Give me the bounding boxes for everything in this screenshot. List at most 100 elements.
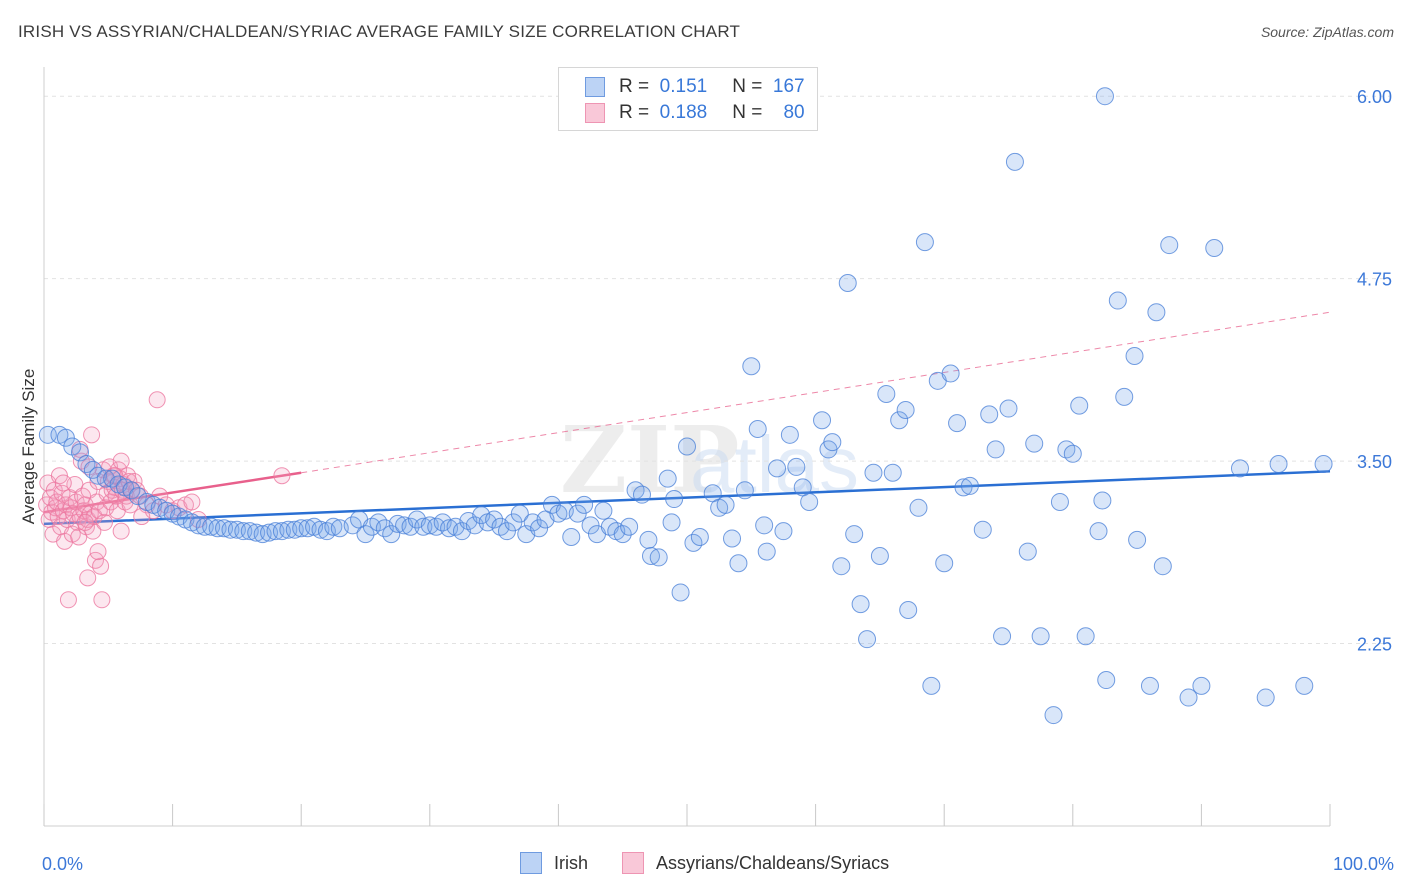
irish-point-147 xyxy=(1018,542,1037,561)
irish-point-90 xyxy=(632,485,651,504)
irish-point-109 xyxy=(755,516,774,535)
irish-point-108 xyxy=(748,419,767,438)
irish-point-113 xyxy=(780,425,799,444)
n-label: N = xyxy=(732,76,763,97)
assyrian-point-43 xyxy=(93,591,111,609)
irish-point-26 xyxy=(215,519,234,538)
irish-point-112 xyxy=(774,522,793,541)
assyrian-point-83 xyxy=(89,543,107,561)
irish-point-139 xyxy=(954,478,973,497)
irish-point-163 xyxy=(1140,676,1159,695)
irish-point-54 xyxy=(401,517,420,536)
irish-point-136 xyxy=(935,554,954,573)
y-tick-label-0: 2.25 xyxy=(1357,635,1392,655)
irish-point-165 xyxy=(1153,557,1172,576)
irish-point-96 xyxy=(665,490,684,509)
irish-point-159 xyxy=(1108,291,1127,310)
assyrian-point-58 xyxy=(112,522,130,540)
r-label: R = xyxy=(619,76,650,97)
irish-point-37 xyxy=(285,520,304,539)
r-value: 0.188 xyxy=(659,102,708,123)
irish-point-23 xyxy=(195,517,214,536)
irish-point-155 xyxy=(1076,627,1095,646)
irish-point-35 xyxy=(272,522,291,541)
irish-point-128 xyxy=(883,463,902,482)
assyrian-trend-line xyxy=(43,471,302,514)
irish-point-151 xyxy=(1050,492,1069,511)
irish-point-150 xyxy=(1044,706,1063,725)
irish-point-111 xyxy=(768,459,787,478)
stats-legend: R = 0.151 N = 167 R = 0.188 N = 80 xyxy=(558,67,818,131)
irish-point-56 xyxy=(414,517,433,536)
irish-point-141 xyxy=(973,520,992,539)
irish-point-106 xyxy=(735,481,754,500)
irish-point-39 xyxy=(298,519,317,538)
irish-point-158 xyxy=(1097,671,1116,690)
irish-point-145 xyxy=(999,399,1018,418)
irish-point-167 xyxy=(1179,688,1198,707)
y-axis-label: Average Family Size xyxy=(19,369,38,525)
irish-point-133 xyxy=(915,233,934,252)
n-value: 80 xyxy=(783,102,805,123)
irish-legend-swatch xyxy=(520,852,542,874)
irish-point-171 xyxy=(1256,688,1275,707)
irish-point-97 xyxy=(671,583,690,602)
irish-point-38 xyxy=(292,519,311,538)
irish-point-4 xyxy=(71,443,90,462)
assyrian-point-79 xyxy=(273,467,291,485)
irish-point-143 xyxy=(986,440,1005,459)
grid xyxy=(44,95,1390,645)
assyrian-point-86 xyxy=(148,391,166,409)
irish-point-107 xyxy=(742,357,761,376)
legend-item-assyrian: Assyrians/Chaldeans/Syriacs xyxy=(622,852,889,874)
irish-point-119 xyxy=(823,433,842,452)
irish-point-114 xyxy=(787,457,806,476)
irish-point-13 xyxy=(128,487,147,506)
irish-point-137 xyxy=(941,364,960,383)
irish-point-94 xyxy=(658,469,677,488)
irish-point-146 xyxy=(1005,152,1024,171)
assyrian-point-88 xyxy=(79,569,97,587)
irish-point-34 xyxy=(266,522,285,541)
x-tick-label-end: 100.0% xyxy=(1333,854,1394,874)
irish-point-121 xyxy=(838,274,857,293)
irish-point-170 xyxy=(1230,459,1249,478)
irish-point-161 xyxy=(1125,347,1144,366)
irish-point-51 xyxy=(382,525,401,544)
irish-point-169 xyxy=(1205,238,1224,257)
irish-point-154 xyxy=(1070,396,1089,415)
r-value: 0.151 xyxy=(659,76,708,97)
assyrian-point-33 xyxy=(80,481,98,499)
irish-point-122 xyxy=(845,525,864,544)
irish-point-166 xyxy=(1160,236,1179,255)
source-label: Source: ZipAtlas.com xyxy=(1260,24,1394,40)
trend-lines xyxy=(43,311,1331,526)
axis-labels: 2.25 3.50 4.75 6.00 0.0% 100.0% Average Family… xyxy=(19,87,1394,874)
irish-point-88 xyxy=(620,517,639,536)
stats-legend-row-assyrian: R = 0.188 N = 80 xyxy=(585,101,805,125)
irish-point-164 xyxy=(1147,303,1166,322)
irish-point-67 xyxy=(485,510,504,529)
irish-point-103 xyxy=(716,495,735,514)
data-points xyxy=(38,87,1333,725)
irish-point-168 xyxy=(1192,676,1211,695)
irish-point-22 xyxy=(189,516,208,535)
irish-swatch xyxy=(585,77,605,97)
irish-point-110 xyxy=(757,542,776,561)
n-label: N = xyxy=(732,102,763,123)
irish-point-105 xyxy=(729,554,748,573)
assyrian-legend-swatch xyxy=(622,852,644,874)
stats-legend-row-irish: R = 0.151 N = 167 xyxy=(585,75,805,99)
irish-point-6 xyxy=(83,460,102,479)
irish-trend-line xyxy=(43,470,1331,526)
irish-point-29 xyxy=(234,522,253,541)
irish-point-116 xyxy=(800,492,819,511)
irish-point-156 xyxy=(1089,522,1108,541)
assyrian-point-85 xyxy=(112,452,130,470)
assyrian-point-42 xyxy=(92,557,110,575)
r-label: R = xyxy=(619,102,650,123)
irish-point-79 xyxy=(562,527,581,546)
irish-point-130 xyxy=(896,401,915,420)
irish-point-104 xyxy=(723,529,742,548)
irish-point-25 xyxy=(208,519,227,538)
